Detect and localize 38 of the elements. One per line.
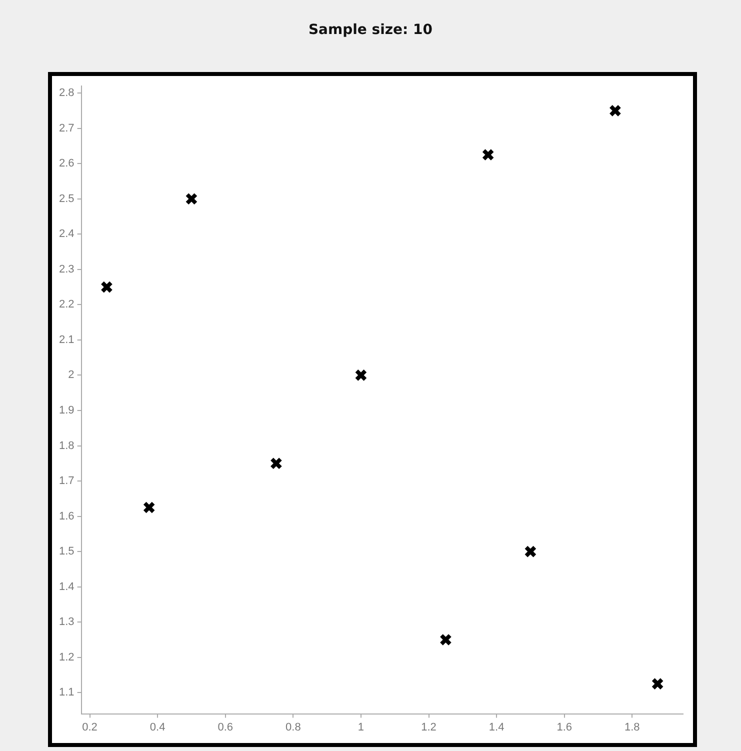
y-tick-label: 2.3 — [58, 263, 74, 276]
x-tick-label: 0.4 — [150, 721, 166, 734]
y-tick-label: 2.7 — [58, 122, 74, 134]
y-tick-label: 2.4 — [58, 228, 74, 240]
y-tick-label: 1.5 — [58, 546, 74, 558]
point — [142, 501, 156, 514]
point — [185, 192, 198, 206]
x-tick-label: 0.2 — [82, 721, 98, 734]
y-tick-label: 1.3 — [58, 616, 74, 628]
y-tick-label: 2 — [68, 369, 74, 382]
point — [608, 104, 622, 117]
y-tick-label: 2.2 — [58, 298, 74, 311]
y-tick-label: 1.9 — [58, 404, 74, 417]
y-tick-label: 2.8 — [58, 87, 74, 100]
y-tick-label: 1.4 — [58, 580, 74, 593]
y-tick-label: 2.1 — [58, 334, 74, 346]
x-tick-label: 1.6 — [556, 721, 572, 734]
point — [100, 280, 113, 294]
x-tick-label: 1.2 — [421, 721, 436, 734]
x-tick-label: 1.4 — [488, 721, 504, 734]
point — [482, 148, 494, 162]
y-tick-label: 1.7 — [58, 475, 74, 488]
y-tick-label: 1.8 — [58, 440, 74, 452]
y-tick-label: 1.2 — [58, 651, 74, 664]
y-tick-label: 1.6 — [58, 510, 74, 522]
x-tick-label: 0.6 — [218, 721, 234, 734]
y-tick-label: 2.5 — [58, 192, 74, 205]
x-tick-label: 0.8 — [286, 721, 301, 734]
x-tick-label: 1.8 — [624, 721, 640, 734]
y-tick-label: 2.6 — [58, 158, 74, 170]
y-tick-label: 1.1 — [58, 686, 74, 699]
x-tick-label: 1 — [358, 721, 364, 734]
point — [439, 633, 452, 646]
chart-title: Sample size: 10 — [307, 22, 434, 38]
point — [270, 457, 282, 470]
point — [354, 368, 368, 382]
point — [651, 678, 664, 690]
point — [524, 545, 537, 558]
